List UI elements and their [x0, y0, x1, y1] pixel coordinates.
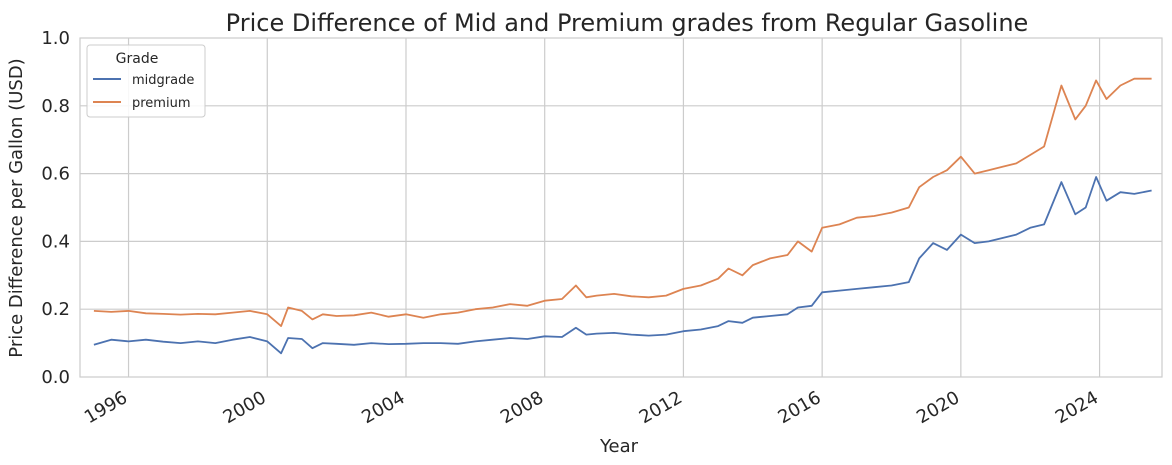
x-gridlines	[127, 38, 1101, 377]
x-axis-label: Year	[599, 436, 639, 457]
series-line-midgrade	[93, 176, 1152, 355]
y-gridlines	[80, 105, 1162, 310]
legend-box	[86, 44, 206, 118]
x-tick-label: 2000	[220, 387, 270, 428]
plot-area	[79, 37, 1163, 378]
y-tick-label: 1.0	[41, 28, 70, 49]
plot-frame	[79, 37, 1163, 378]
legend-label-premium: premium	[132, 96, 191, 111]
series-lines	[93, 77, 1152, 355]
y-tick-label: 0.2	[41, 299, 70, 320]
series-line-premium	[93, 77, 1152, 327]
y-tick-label: 0.8	[41, 96, 70, 117]
legend-title: Grade	[116, 51, 159, 67]
legend-entries: midgrade premium	[93, 73, 194, 111]
y-tick-label: 0.4	[41, 231, 70, 252]
x-tick-label: 2012	[636, 387, 686, 428]
chart-title: Price Difference of Mid and Premium grad…	[226, 9, 1029, 37]
y-tick-label: 0.6	[41, 164, 70, 185]
legend-label-midgrade: midgrade	[132, 73, 194, 88]
x-tick-label: 2024	[1052, 387, 1102, 428]
x-tick-label: 2016	[774, 387, 824, 428]
y-axis-label: Price Difference per Gallon (USD)	[6, 58, 27, 357]
x-tick-label: 2020	[913, 387, 963, 428]
y-tick-label: 0.0	[41, 367, 70, 388]
x-tick-label: 2008	[497, 387, 547, 428]
x-tick-label: 2004	[358, 387, 408, 428]
x-tick-label: 1996	[81, 387, 131, 428]
y-tick-labels: 0.0 0.2 0.4 0.6 0.8 1.0	[41, 28, 70, 388]
legend: Grade midgrade premium	[86, 44, 206, 118]
x-tick-labels: 1996 2000 2004 2008 2012 2016 2020 2024	[81, 387, 1102, 428]
